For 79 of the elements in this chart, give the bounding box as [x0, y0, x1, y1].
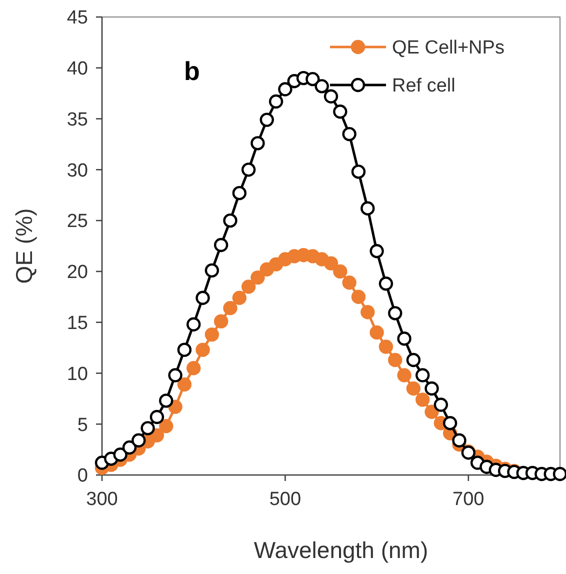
point	[177, 342, 192, 357]
point	[232, 290, 246, 306]
point	[150, 428, 164, 442]
y-tick-label: 5	[77, 414, 88, 436]
point	[214, 314, 228, 328]
point	[241, 280, 256, 294]
point	[168, 368, 182, 382]
point	[378, 276, 394, 291]
point	[397, 368, 412, 382]
legend-label: Ref cell	[392, 76, 456, 97]
point	[268, 94, 284, 109]
y-tick-label: 15	[66, 312, 88, 334]
point	[168, 400, 182, 414]
point	[306, 72, 320, 86]
point	[416, 368, 430, 382]
point	[452, 433, 466, 448]
point	[278, 82, 292, 96]
point	[177, 377, 192, 392]
point	[232, 186, 246, 200]
point	[406, 352, 421, 368]
legend-label: QE Cell+NPs	[392, 38, 504, 59]
point	[416, 392, 430, 407]
point	[159, 419, 174, 434]
point	[424, 404, 439, 419]
point	[333, 104, 348, 119]
point	[378, 340, 394, 354]
y-tick-label: 0	[77, 466, 88, 487]
point	[204, 327, 220, 342]
point	[552, 466, 566, 482]
point	[113, 448, 128, 462]
x-tick-label: 500	[269, 489, 302, 510]
point	[223, 213, 238, 228]
point	[140, 421, 155, 436]
x-tick-label: 700	[452, 489, 484, 510]
point	[314, 79, 329, 94]
point	[150, 410, 164, 424]
x-axis-title: Wavelength (nm)	[254, 537, 428, 563]
point	[351, 290, 366, 304]
y-tick-label: 20	[66, 262, 88, 284]
point	[186, 361, 201, 376]
point	[324, 89, 338, 104]
y-tick-label: 35	[66, 109, 88, 130]
y-tick-label: 25	[66, 211, 88, 232]
point	[241, 162, 256, 177]
point	[388, 306, 402, 320]
point	[360, 201, 375, 216]
point	[370, 244, 384, 258]
y-tick-label: 30	[66, 160, 88, 182]
annotation: b	[184, 56, 200, 86]
point	[397, 332, 412, 346]
point	[370, 325, 384, 340]
point	[424, 381, 439, 396]
point	[342, 126, 356, 142]
point	[250, 136, 265, 150]
point	[324, 256, 338, 270]
y-tick-label: 10	[66, 364, 88, 385]
point	[351, 164, 366, 179]
point	[406, 381, 421, 396]
point	[260, 112, 274, 127]
point	[434, 398, 448, 412]
point	[159, 394, 174, 408]
point	[186, 317, 201, 332]
point	[223, 300, 238, 316]
point	[204, 263, 220, 278]
y-axis-title: QE (%)	[11, 208, 37, 284]
point	[360, 305, 375, 320]
point	[196, 290, 210, 306]
y-tick-label: 40	[66, 58, 88, 80]
point	[388, 352, 402, 368]
point	[250, 270, 265, 285]
point	[122, 440, 137, 455]
point	[214, 238, 228, 252]
point	[442, 416, 458, 430]
point	[196, 342, 210, 357]
point	[132, 433, 146, 448]
x-tick-label: 300	[86, 489, 118, 510]
y-tick-label: 45	[66, 8, 88, 29]
point	[342, 276, 356, 290]
point	[333, 264, 348, 279]
